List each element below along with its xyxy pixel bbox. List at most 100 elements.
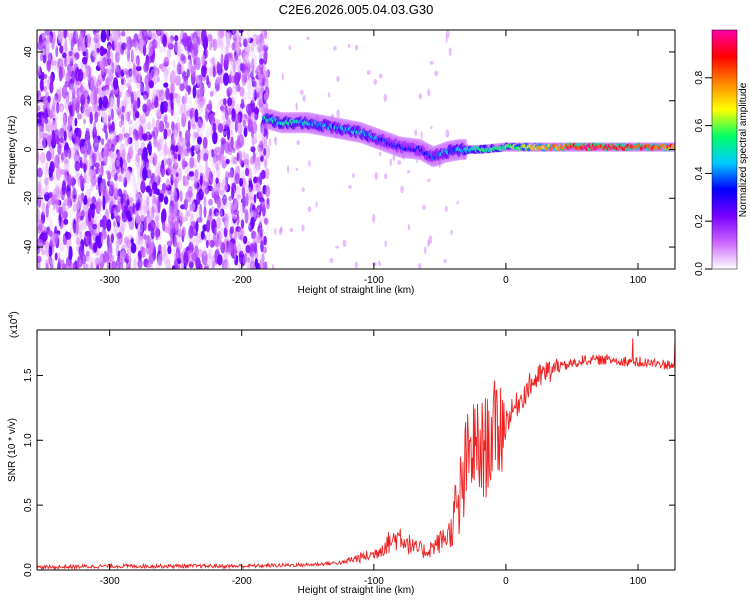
noise-speckle	[75, 209, 82, 223]
noise-speckle	[247, 119, 254, 132]
noise-speckle	[150, 103, 156, 109]
noise-speckle	[103, 250, 108, 263]
noise-speckle	[201, 120, 206, 132]
noise-speckle	[251, 72, 254, 79]
noise-speckle	[238, 30, 244, 34]
noise-speckle	[258, 146, 262, 153]
noise-speckle	[140, 81, 145, 96]
noise-speckle	[212, 148, 218, 163]
noise-speckle	[92, 102, 96, 113]
noise-speckle	[156, 258, 163, 268]
noise-speckle	[37, 136, 41, 145]
gap-speckle	[302, 94, 306, 102]
noise-speckle	[205, 159, 209, 174]
noise-speckle	[109, 181, 115, 195]
noise-speckle	[52, 232, 58, 245]
noise-speckle	[212, 122, 217, 133]
noise-speckle	[166, 158, 173, 166]
gap-speckle	[430, 125, 433, 130]
noise-speckle	[127, 234, 133, 241]
noise-speckle	[228, 107, 232, 116]
noise-speckle	[231, 95, 237, 102]
noise-speckle	[227, 241, 234, 254]
noise-speckle	[183, 180, 190, 186]
noise-speckle	[235, 31, 240, 46]
noise-speckle	[181, 158, 186, 170]
noise-speckle	[84, 108, 91, 118]
noise-speckle	[64, 94, 69, 108]
noise-speckle	[148, 40, 154, 56]
noise-speckle	[181, 226, 186, 237]
noise-speckle	[262, 50, 268, 62]
noise-speckle	[200, 30, 207, 43]
noise-speckle	[37, 194, 42, 201]
noise-speckle	[110, 95, 115, 108]
noise-speckle	[218, 78, 225, 90]
noise-speckle	[37, 248, 40, 255]
noise-speckle	[179, 137, 185, 143]
noise-speckle	[165, 223, 170, 234]
noise-speckle	[63, 30, 67, 39]
noise-speckle	[48, 245, 53, 257]
noise-speckle	[68, 147, 71, 159]
noise-speckle	[74, 160, 81, 172]
noise-speckle	[175, 122, 181, 133]
noise-speckle	[154, 225, 159, 241]
noise-speckle	[143, 205, 149, 214]
noise-speckle	[169, 230, 173, 239]
noise-speckle	[235, 158, 239, 174]
noise-speckle	[127, 137, 133, 145]
y-tick-label: 1.0	[23, 433, 34, 447]
noise-speckle	[40, 188, 46, 197]
noise-speckle	[254, 129, 258, 141]
noise-speckle	[77, 224, 83, 235]
noise-speckle	[75, 30, 79, 41]
snr-y-multiplier: (x104)	[8, 311, 20, 338]
noise-speckle	[240, 98, 245, 110]
noise-speckle	[116, 265, 120, 269]
noise-speckle	[191, 123, 196, 130]
noise-speckle	[127, 260, 132, 269]
gap-speckle	[407, 224, 411, 231]
noise-speckle	[91, 196, 97, 204]
noise-speckle	[151, 32, 157, 41]
noise-speckle	[258, 42, 265, 57]
gap-speckle	[414, 129, 418, 136]
noise-speckle	[44, 73, 48, 79]
noise-speckle	[126, 82, 130, 89]
noise-speckle	[77, 194, 83, 209]
noise-speckle	[222, 128, 227, 138]
noise-speckle	[194, 144, 201, 151]
noise-speckle	[89, 90, 96, 105]
noise-speckle	[163, 67, 169, 82]
noise-speckle	[38, 87, 42, 101]
noise-speckle	[162, 143, 168, 157]
noise-speckle	[112, 220, 116, 227]
noise-speckle	[70, 115, 76, 129]
noise-speckle	[223, 260, 230, 269]
noise-speckle	[188, 171, 195, 177]
noise-speckle	[247, 105, 252, 118]
noise-speckle	[197, 129, 204, 139]
noise-speckle	[108, 97, 114, 112]
noise-speckle	[153, 76, 157, 83]
noise-speckle	[146, 99, 152, 112]
noise-speckle	[218, 78, 224, 84]
gap-speckle	[450, 229, 453, 236]
noise-speckle	[247, 89, 252, 103]
noise-speckle	[265, 144, 271, 160]
gap-speckle	[328, 92, 331, 98]
noise-speckle	[99, 45, 105, 57]
gap-speckle	[389, 158, 393, 167]
noise-speckle	[135, 65, 142, 72]
noise-speckle	[197, 116, 204, 129]
noise-speckle	[232, 59, 236, 73]
colorbar-tick-label: 0.8	[694, 70, 705, 84]
noise-speckle	[232, 214, 238, 220]
svg-text:(x104): (x104)	[8, 311, 20, 338]
noise-speckle	[173, 176, 180, 185]
noise-speckle	[253, 242, 258, 255]
noise-speckle	[205, 111, 209, 122]
noise-speckle	[162, 245, 168, 258]
noise-speckle	[208, 99, 212, 114]
